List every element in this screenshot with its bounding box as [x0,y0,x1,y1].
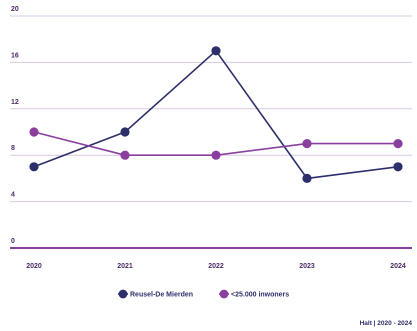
x-tick-label: 2022 [208,263,224,270]
x-tick-label: 2020 [26,263,42,270]
y-tick-label: 0 [11,238,15,245]
y-tick-label: 4 [11,192,15,199]
y-tick-label: 8 [11,145,15,152]
legend-label: Reusel-De Mierden [130,292,193,299]
data-point [393,162,403,172]
legend-label: <25.000 inwoners [231,292,289,299]
series-1 [29,127,403,160]
legend-marker [219,289,229,299]
y-tick-label: 12 [11,99,19,106]
series-lines [29,46,403,183]
data-point [302,139,312,149]
legend: Reusel-De Mierden <25.000 inwoners [118,289,289,299]
data-point [29,162,39,172]
x-axis-ticks: 2020 2021 2022 2023 2024 [26,263,406,270]
data-point [120,127,130,137]
data-point [211,46,221,56]
x-tick-label: 2024 [390,263,406,270]
data-point [302,173,312,183]
data-point [393,139,403,149]
data-point [211,150,221,160]
y-tick-label: 16 [11,52,19,59]
x-tick-label: 2023 [299,263,315,270]
legend-marker [118,289,128,299]
y-tick-label: 20 [11,6,19,13]
source-note: Halt | 2020 - 2024 [360,320,413,327]
legend-item-0: Reusel-De Mierden [118,289,193,299]
grid [10,15,412,249]
y-axis-ticks: 0 4 8 12 16 20 [11,6,19,245]
legend-item-1: <25.000 inwoners [219,289,289,299]
data-point [120,150,130,160]
series-0 [29,46,403,183]
data-point [29,127,39,137]
x-tick-label: 2021 [117,263,133,270]
